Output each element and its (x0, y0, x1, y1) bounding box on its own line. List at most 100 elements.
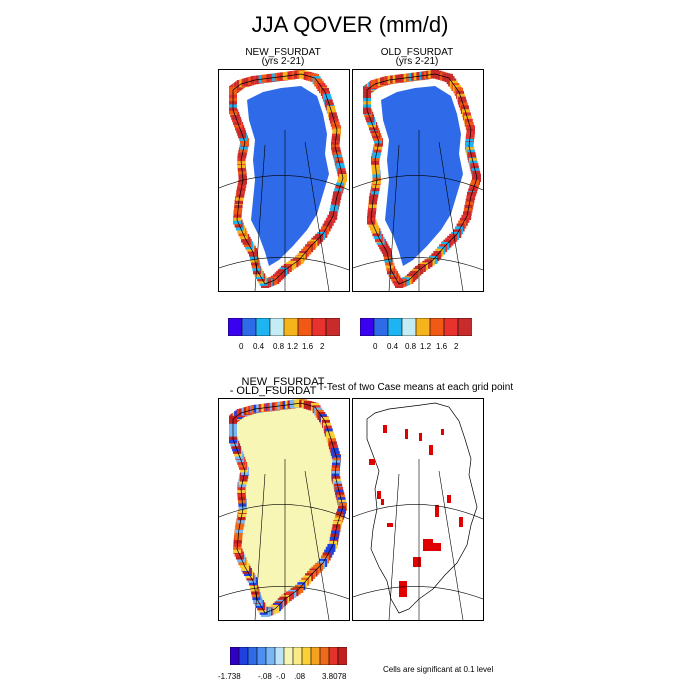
significant-cell (387, 523, 393, 527)
greenland-map-old (353, 70, 483, 291)
significant-cell (423, 539, 433, 551)
colorbar-diff-swatch (337, 647, 347, 665)
colorbar-right-tick: 0 (373, 342, 378, 351)
figure-title: JJA QOVER (mm/d) (251, 12, 449, 37)
colorbar-left-tick: 2 (320, 342, 325, 351)
colorbar-diff-tick: .08 (294, 672, 306, 681)
significant-cell (447, 495, 451, 503)
ice-sheet-region (381, 86, 463, 266)
colorbar-left-tick: 0.4 (253, 342, 265, 351)
colorbar-right-tick: 1.6 (436, 342, 448, 351)
colorbar-left-swatch (297, 318, 313, 336)
significant-cell (383, 425, 387, 433)
colorbar-right-swatch (401, 318, 417, 336)
colorbar-diff-swatch (310, 647, 321, 665)
significant-cell (433, 543, 441, 551)
colorbar-right (360, 318, 472, 336)
colorbar-left-swatch (269, 318, 285, 336)
greenland-map-diff (219, 399, 349, 620)
colorbar-left (228, 318, 340, 336)
panel-ttest-title: T-Test of two Case means at each grid po… (318, 382, 514, 393)
colorbar-diff-swatch (247, 647, 258, 665)
colorbar-diff-swatch (301, 647, 312, 665)
panel-diff-title: NEW_FSURDAT (241, 376, 325, 388)
colorbar-left-swatches (228, 318, 340, 336)
map-panel-ttest (352, 398, 484, 621)
coastline (366, 73, 478, 285)
latitude-line (219, 504, 349, 520)
colorbar-diff-swatch (328, 647, 339, 665)
significant-cell (369, 459, 375, 465)
colorbar-diff-swatch (274, 647, 285, 665)
significant-cell (381, 499, 384, 505)
significant-cell (419, 433, 422, 441)
panel-new-title: NEW_FSURDAT (245, 47, 321, 58)
longitude-line (388, 144, 400, 291)
colorbar-right-tick: 2 (454, 342, 459, 351)
colorbar-diff-tick: -.0 (276, 672, 286, 681)
panel-new-subtitle: (yrs 2-21) (261, 56, 305, 67)
significant-cell (459, 517, 463, 527)
longitude-line (438, 470, 464, 620)
colorbar-left-swatch (241, 318, 257, 336)
colorbar-diff-swatch (292, 647, 303, 665)
longitude-line (254, 144, 266, 291)
significance-note: Cells are significant at 0.1 level (383, 665, 494, 674)
panel-old-subtitle: (yrs 2-21) (395, 56, 439, 67)
map-panel-old (352, 69, 484, 292)
coastline (232, 73, 344, 285)
latitude-line (219, 175, 349, 191)
map-panel-diff (218, 398, 350, 621)
latitude-line (353, 504, 483, 520)
latitude-line (219, 257, 349, 271)
longitude-line (438, 141, 464, 291)
colorbar-right-swatch (360, 318, 375, 336)
colorbar-right-swatches (360, 318, 472, 336)
colorbar-diff-tick: -.08 (258, 672, 272, 681)
colorbar-diff-swatch (230, 647, 240, 665)
colorbar-diff-swatches (230, 647, 347, 665)
colorbar-diff-ticks: -1.738 -.08 -.0 .08 3.8078 (218, 672, 358, 682)
coastline (366, 402, 478, 614)
colorbar-left-swatch (325, 318, 340, 336)
longitude-line (304, 470, 330, 620)
colorbar-right-tick: 0.8 (405, 342, 417, 351)
significant-cell (435, 505, 439, 517)
coastline (232, 402, 344, 614)
significant-cell (413, 557, 421, 567)
colorbar-right-swatch (429, 318, 445, 336)
colorbar-left-swatch (283, 318, 299, 336)
colorbar-right-swatch (457, 318, 472, 336)
panel-old-title: OLD_FSURDAT (380, 47, 454, 58)
map-panel-new (218, 69, 350, 292)
colorbar-left-swatch (311, 318, 327, 336)
colorbar-right-swatch (415, 318, 431, 336)
colorbar-left-swatch (228, 318, 243, 336)
colorbar-left-tick: 1.2 (287, 342, 299, 351)
colorbar-right-swatch (373, 318, 389, 336)
significant-cell (405, 429, 408, 439)
colorbar-left-tick: 0.8 (273, 342, 285, 351)
ice-sheet-region (247, 415, 329, 595)
significant-cell (441, 429, 444, 435)
latitude-line (353, 257, 483, 271)
colorbar-right-ticks: 0 0.4 0.8 1.2 1.6 2 (360, 342, 472, 352)
colorbar-right-swatch (387, 318, 403, 336)
longitude-line (304, 141, 330, 291)
colorbar-diff-tick: -1.738 (218, 672, 241, 681)
greenland-map-ttest (353, 402, 483, 620)
greenland-map-new (219, 70, 349, 291)
latitude-line (219, 586, 349, 600)
significant-cell (399, 581, 407, 597)
colorbar-left-tick: 1.6 (302, 342, 314, 351)
longitude-line (254, 473, 266, 620)
colorbar-diff-swatch (265, 647, 276, 665)
colorbar-diff-tick: 3.8078 (322, 672, 347, 681)
colorbar-diff-swatch (238, 647, 249, 665)
colorbar-diff-swatch (319, 647, 330, 665)
colorbar-diff-swatch (256, 647, 267, 665)
ice-sheet-region (247, 86, 329, 266)
colorbar-right-swatch (443, 318, 459, 336)
colorbar-right-tick: 0.4 (387, 342, 399, 351)
latitude-line (353, 586, 483, 600)
